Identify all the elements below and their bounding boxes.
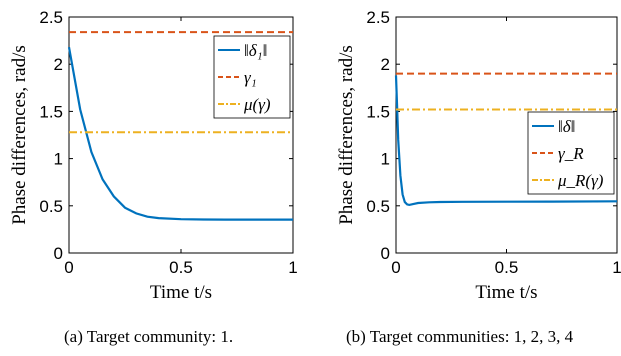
- x-tick-label: 0.5: [169, 258, 193, 277]
- chart-panel-a: 0 0.5 1 1.5 2 2.5 0 0.5 1 Time t/s Phase differenc…: [9, 8, 298, 303]
- y-axis-label: Phase differences, rad/s: [9, 45, 30, 225]
- legend-label: ‖δ‖: [558, 117, 575, 136]
- legend-label: μ(γ): [243, 95, 271, 114]
- x-tick-label: 0: [64, 258, 73, 277]
- y-tick-label: 2: [381, 55, 390, 74]
- legend-label: γ_R: [558, 144, 584, 163]
- x-tick-label: 1: [288, 258, 297, 277]
- chart-panel-b: 0 0.5 1 1.5 2 2.5 0 0.5 1 Time t/s Phase differenc…: [336, 8, 621, 303]
- y-tick-label: 2.5: [39, 8, 63, 27]
- legend: ‖δ‖ γ_R μ_R(γ): [527, 111, 615, 195]
- y-tick-label: 1.5: [39, 102, 63, 121]
- x-tick-label: 0.5: [495, 258, 519, 277]
- x-tick-label: 0: [391, 258, 400, 277]
- y-tick-label: 1: [381, 150, 390, 169]
- y-tick-label: 2.5: [366, 8, 390, 27]
- caption-a: (a) Target community: 1.: [64, 327, 234, 346]
- caption-b: (b) Target communities: 1, 2, 3, 4: [346, 327, 574, 346]
- x-axis-label: Time t/s: [150, 282, 212, 303]
- legend: ‖δ₁‖ γ₁ μ(γ): [213, 35, 291, 119]
- x-tick-label: 1: [612, 258, 621, 277]
- y-tick-label: 1.5: [366, 102, 390, 121]
- legend-label: ‖δ₁‖: [244, 41, 267, 60]
- series-line-0: [67, 47, 293, 221]
- series-line-0: [394, 75, 618, 207]
- y-tick-label: 0.5: [366, 197, 390, 216]
- y-tick-label: 2: [54, 55, 63, 74]
- y-tick-label: 1: [54, 150, 63, 169]
- legend-label: γ₁: [244, 68, 257, 87]
- legend-label: μ_R(γ): [557, 171, 604, 190]
- y-tick-label: 0.5: [39, 197, 63, 216]
- y-tick-label: 0: [381, 244, 390, 263]
- y-axis-label: Phase differences, rad/s: [336, 45, 357, 225]
- x-axis-label: Time t/s: [475, 282, 537, 303]
- y-tick-label: 0: [54, 244, 63, 263]
